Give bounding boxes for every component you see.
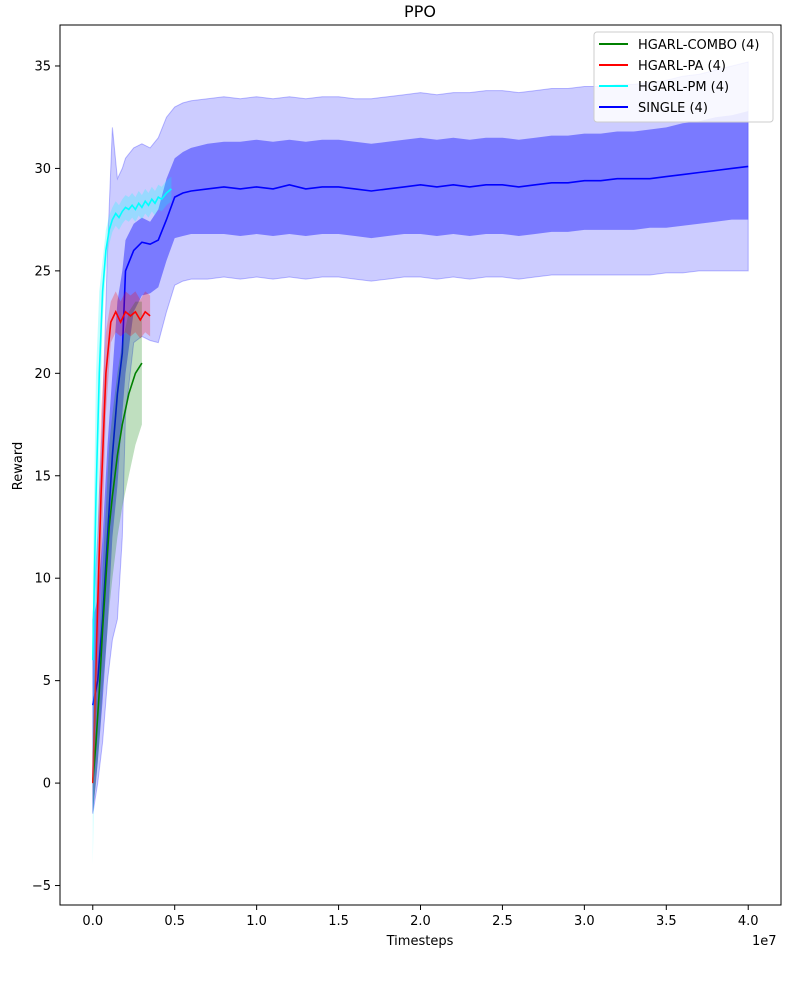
y-tick-label: 0 xyxy=(43,777,51,792)
legend-entry: HGARL-PA (4) xyxy=(638,59,726,74)
x-tick-label: 1.0 xyxy=(246,914,267,929)
hgarl-combo-4-line xyxy=(92,362,143,784)
x-tick-label: 2.0 xyxy=(410,914,431,929)
x-tick-label: 4.0 xyxy=(738,914,759,929)
hgarl-pm-4-line xyxy=(92,188,172,661)
x-offset-label: 1e7 xyxy=(752,934,777,949)
y-axis: −5 0 5 10 15 20 25 30 35 xyxy=(32,59,60,894)
hgarl-combo-4-std-band xyxy=(92,301,142,814)
legend-box xyxy=(593,31,774,123)
x-axis: 0.0 0.5 1.0 1.5 2.0 2.5 3.0 3.5 4.0 xyxy=(82,905,759,929)
y-tick-label: 5 xyxy=(43,674,51,689)
single-4-outer-band xyxy=(92,61,749,814)
x-tick-label: 3.5 xyxy=(656,914,677,929)
x-tick-label: 2.5 xyxy=(492,914,513,929)
y-tick-label: 15 xyxy=(34,469,51,484)
legend-entry: HGARL-PM (4) xyxy=(638,80,729,95)
y-tick-label: 20 xyxy=(34,367,51,382)
legend-entry: HGARL-COMBO (4) xyxy=(638,38,759,53)
series-group xyxy=(92,61,749,866)
single-4-std-band xyxy=(92,111,749,814)
x-axis-label: Timesteps xyxy=(386,934,454,949)
legend: HGARL-COMBO (4) HGARL-PA (4) HGARL-PM (4) S… xyxy=(593,31,774,123)
x-tick-label: 0.0 xyxy=(82,914,103,929)
y-tick-label: 35 xyxy=(34,59,51,74)
y-tick-label: 10 xyxy=(34,572,51,587)
y-tick-label: 30 xyxy=(34,162,51,177)
y-axis-label: Reward xyxy=(11,442,26,490)
chart-title: PPO xyxy=(404,2,436,21)
legend-entry: SINGLE (4) xyxy=(638,101,708,116)
plot-area xyxy=(92,61,749,866)
x-tick-label: 1.5 xyxy=(328,914,349,929)
x-tick-label: 0.5 xyxy=(164,914,185,929)
x-tick-label: 3.0 xyxy=(574,914,595,929)
hgarl-pa-4-line xyxy=(92,309,151,784)
y-tick-label: −5 xyxy=(32,879,51,894)
y-tick-label: 25 xyxy=(34,264,51,279)
single-4-line xyxy=(92,165,749,706)
